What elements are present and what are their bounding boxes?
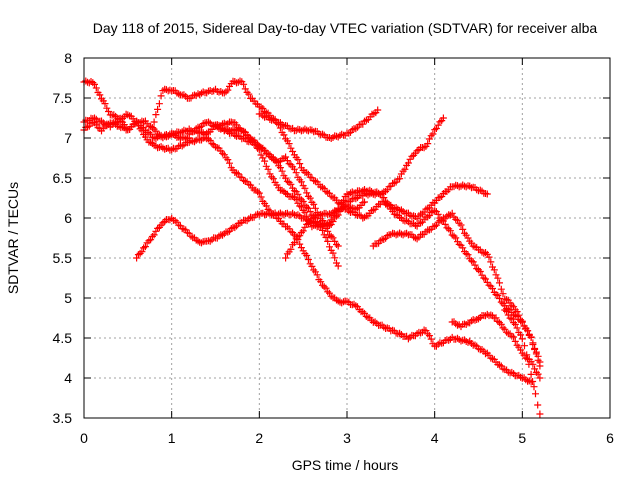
grid [84,58,610,418]
y-tick-label: 6.5 [53,170,73,186]
data-series-6 [185,118,544,366]
data-points [80,110,342,270]
data-series-9 [282,198,368,262]
y-tick-label: 5 [64,290,72,306]
x-tick-label: 2 [255,430,263,446]
chart-title: Day 118 of 2015, Sidereal Day-to-day VTE… [93,20,598,36]
data-points [185,118,544,366]
y-tick-label: 4.5 [53,330,73,346]
y-axis-title: SDTVAR / TECUs [5,182,21,294]
data-points [255,110,491,223]
x-tick-label: 5 [518,430,526,446]
data-series-7 [212,118,342,250]
x-tick-label: 4 [431,430,439,446]
x-tick-label: 1 [168,430,176,446]
y-tick-label: 7.5 [53,90,73,106]
ticks: 0 1 2 3 4 5 6 3.5 4 4.5 5 5.5 6 6.5 7 7.5 8 [53,50,615,446]
y-tick-label: 5.5 [53,250,73,266]
data-layer [80,77,544,418]
y-tick-label: 7 [64,130,72,146]
y-tick-label: 6 [64,210,72,226]
x-axis-title: GPS time / hours [292,457,399,473]
data-series-8 [255,110,491,223]
y-tick-label: 4 [64,370,72,386]
data-points [501,306,544,418]
data-points [282,198,368,262]
x-tick-label: 6 [606,430,614,446]
data-series-10 [369,209,544,370]
y-tick-label: 8 [64,50,72,66]
data-series-1 [80,110,342,270]
x-tick-label: 0 [80,430,88,446]
data-points [369,209,544,370]
data-series-11 [448,310,544,382]
data-series-12 [501,306,544,418]
x-tick-label: 3 [343,430,351,446]
data-points [212,118,342,250]
data-points [448,310,544,382]
y-tick-label: 3.5 [53,410,73,426]
